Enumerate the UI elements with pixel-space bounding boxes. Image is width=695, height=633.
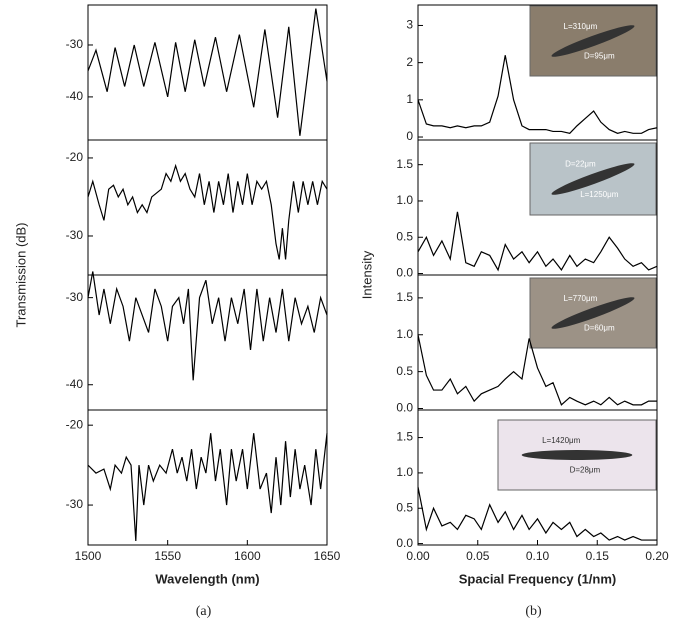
inset-annotation: D=95μm — [584, 52, 615, 61]
panel: 0.0 0.5 1.0 1.5 L=770μm D=60μm — [396, 274, 658, 415]
y-tick-label: 3 — [406, 18, 413, 32]
y-tick-label: -30 — [66, 228, 84, 242]
x-tick-label: 1600 — [234, 549, 261, 563]
x-axis-title: Wavelength (nm) — [155, 571, 259, 586]
y-tick-label: 0 — [406, 129, 413, 143]
fiber-shape — [551, 163, 635, 195]
panel: 0.0 0.5 1.0 1.5 0.00 0.05 0.10 0.15 0.20 L=1420μm… — [396, 409, 669, 619]
data-line — [417, 334, 657, 406]
data-line — [87, 271, 328, 381]
y-tick-label: -30 — [66, 290, 84, 304]
plot-frame — [87, 274, 328, 411]
x-tick-label: 1500 — [75, 549, 102, 563]
inset-annotation: L=310μm — [564, 22, 598, 31]
y-tick-label: -40 — [66, 377, 84, 391]
panel-label: (b) — [525, 604, 542, 619]
y-tick-label: 0.0 — [396, 266, 413, 280]
panel: -20 -30 1500 1550 1600 1650 Wavelength (nm) (a) — [66, 409, 341, 619]
y-axis-title: Transmission (dB) — [13, 223, 28, 328]
data-line — [87, 163, 328, 260]
y-tick-label: -30 — [66, 37, 84, 51]
data-line — [417, 486, 657, 541]
y-tick-label: -20 — [66, 417, 84, 431]
inset-annotation: D=60μm — [584, 324, 615, 333]
x-axis-title: Spacial Frequency (1/nm) — [459, 571, 617, 586]
panel: 0.0 0.5 1.0 1.5 D=22μm L=1250μm — [396, 139, 658, 280]
fiber-shape — [521, 450, 633, 460]
inset-annotation: L=1420μm — [542, 436, 581, 445]
y-tick-label: 2 — [406, 55, 413, 69]
x-tick-label: 1650 — [314, 549, 341, 563]
fiber-shape — [551, 297, 635, 329]
plot-frame — [417, 409, 658, 546]
y-tick-label: -40 — [66, 89, 84, 103]
y-tick-label: -30 — [66, 497, 84, 511]
x-tick-label: 0.05 — [466, 549, 490, 563]
plot-frame — [87, 139, 328, 276]
inset-annotation: L=1250μm — [580, 190, 619, 199]
plot-frame — [87, 409, 328, 546]
panel-label: (a) — [196, 604, 212, 619]
y-tick-label: 0.5 — [396, 229, 413, 243]
inset-annotation: D=22μm — [565, 160, 596, 169]
y-tick-label: 1.0 — [396, 327, 413, 341]
y-tick-label: 0.0 — [396, 401, 413, 415]
y-tick-label: 0.5 — [396, 500, 413, 514]
inset-annotation: L=770μm — [564, 294, 598, 303]
panel: -30 -40 Transmission (dB) — [13, 4, 328, 328]
data-line — [87, 433, 328, 542]
x-tick-label: 0.20 — [645, 549, 669, 563]
y-tick-label: -20 — [66, 150, 84, 164]
inset-annotation: D=28μm — [570, 466, 601, 475]
data-line — [417, 211, 658, 272]
panel: -20 -30 — [66, 139, 328, 276]
x-tick-label: 0.00 — [406, 549, 430, 563]
y-tick-label: 1.0 — [396, 193, 413, 207]
x-tick-label: 0.10 — [526, 549, 550, 563]
y-tick-label: 1.5 — [396, 290, 413, 304]
data-line — [417, 55, 658, 134]
data-line — [87, 8, 328, 136]
y-tick-label: 1 — [406, 92, 413, 106]
fiber-shape — [551, 25, 635, 57]
y-tick-label: 1.5 — [396, 157, 413, 171]
x-tick-label: 0.15 — [586, 549, 610, 563]
x-tick-label: 1550 — [154, 549, 181, 563]
y-tick-label: 1.0 — [396, 465, 413, 479]
y-tick-label: 1.5 — [396, 430, 413, 444]
y-axis-title: Intensity — [359, 250, 374, 299]
y-tick-label: 0.0 — [396, 536, 413, 550]
panel: 0 1 2 3 L=310μm D=95μm Intensity — [359, 4, 658, 299]
y-tick-label: 0.5 — [396, 364, 413, 378]
panel: -30 -40 — [66, 271, 328, 411]
inset-image — [529, 142, 657, 216]
